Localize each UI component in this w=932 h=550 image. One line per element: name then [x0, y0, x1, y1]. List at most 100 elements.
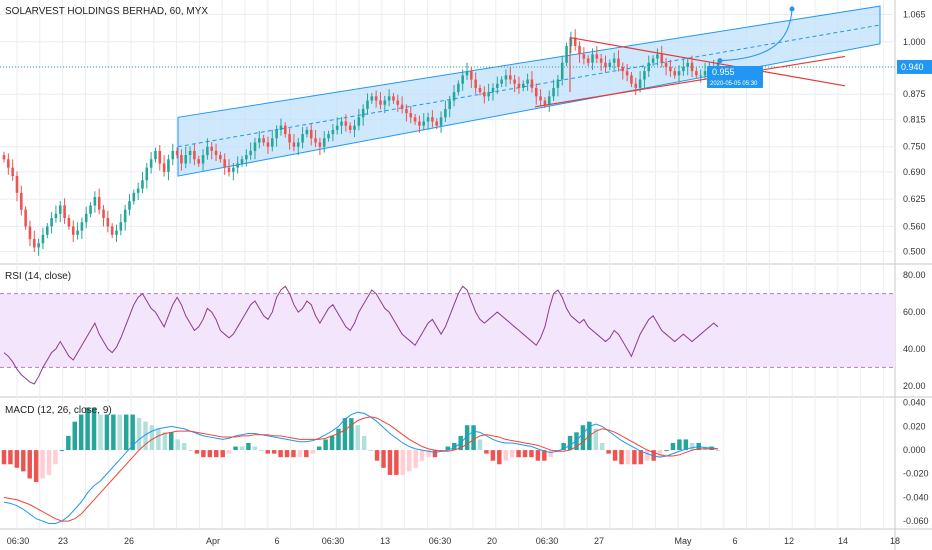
- candle: [418, 115, 421, 133]
- macd-histogram-bar: [477, 439, 483, 451]
- candle: [84, 206, 88, 229]
- candle: [132, 189, 136, 205]
- macd-histogram-bar: [342, 418, 348, 451]
- price-tick-label: 0.625: [903, 194, 926, 204]
- candle: [478, 84, 482, 96]
- candle: [292, 134, 296, 152]
- macd-histogram-bar: [226, 450, 232, 454]
- candle-body: [673, 71, 677, 76]
- candle-body: [621, 66, 625, 72]
- candle: [184, 146, 188, 169]
- x-tick-label: 14: [838, 536, 848, 546]
- price-tick-label: 0.750: [903, 142, 926, 152]
- candle-body: [37, 243, 40, 248]
- candle: [301, 126, 304, 149]
- candle-body: [703, 71, 707, 76]
- macd-histogram-bar: [1, 450, 7, 465]
- candle-body: [383, 100, 387, 105]
- candle-body: [232, 167, 235, 172]
- macd-histogram-bar: [78, 414, 84, 451]
- candle: [76, 222, 79, 240]
- candle-body: [110, 226, 114, 235]
- candle: [348, 122, 352, 134]
- macd-histogram-bar: [580, 425, 586, 451]
- macd-histogram-bar: [284, 450, 290, 458]
- candle-body: [439, 117, 443, 126]
- candle: [28, 220, 32, 247]
- candle: [236, 156, 239, 174]
- macd-histogram-bar: [445, 446, 451, 451]
- resistance-trendline: [569, 36, 846, 87]
- y-axes: 1.065 1.000 0.940 0.875 0.815 0.750 0.690 0.625…: [897, 9, 932, 526]
- macd-histogram-bar: [220, 450, 225, 458]
- candle: [227, 159, 231, 177]
- candle-body: [509, 75, 512, 80]
- macd-histogram-bar: [156, 428, 161, 451]
- macd-histogram-bar: [651, 450, 656, 461]
- candle: [128, 194, 131, 216]
- candle-body: [366, 100, 369, 109]
- candle-body: [97, 197, 101, 210]
- macd-histogram-bar: [542, 450, 547, 461]
- candle-body: [487, 92, 490, 97]
- macd-histogram-bar: [291, 450, 296, 458]
- macd-histogram-bar: [98, 414, 103, 451]
- x-tick-label: 06:30: [322, 536, 345, 546]
- candle: [11, 159, 14, 181]
- macd-histogram-bar: [297, 450, 303, 458]
- macd-histogram-bar: [304, 450, 309, 458]
- candle-body: [504, 75, 508, 80]
- macd-histogram-bar: [407, 450, 412, 472]
- candle: [93, 191, 97, 213]
- candle-body: [296, 142, 300, 147]
- candle: [509, 66, 512, 85]
- rsi-tick-label: 40.00: [903, 344, 926, 354]
- candle: [58, 200, 62, 223]
- macd-histogram-bar: [490, 450, 496, 461]
- candle: [318, 137, 322, 156]
- candle: [552, 79, 555, 101]
- macd-histogram-bar: [201, 450, 206, 458]
- macd-histogram-bar: [426, 450, 431, 458]
- candle-body: [647, 62, 651, 72]
- candle: [193, 143, 196, 166]
- candle: [686, 58, 689, 76]
- macd-histogram-bar: [169, 432, 174, 451]
- candle-body: [7, 159, 10, 168]
- candle-body: [361, 108, 365, 118]
- candle-body: [586, 58, 590, 63]
- macd-histogram-bar: [336, 428, 341, 451]
- macd-histogram-bar: [143, 421, 148, 451]
- candle-body: [348, 125, 352, 130]
- x-tick-label: 06:30: [536, 536, 559, 546]
- macd-histogram-bar: [548, 450, 553, 458]
- price-tick-label: 0.690: [903, 167, 926, 177]
- candle-body: [638, 79, 642, 88]
- candle-body: [123, 209, 127, 223]
- candle: [647, 55, 651, 78]
- candle-body: [448, 100, 451, 109]
- candle: [214, 143, 218, 161]
- candle: [154, 147, 157, 163]
- candle-body: [422, 121, 426, 126]
- candle: [491, 83, 495, 101]
- candle: [591, 48, 594, 70]
- candle-body: [344, 121, 348, 126]
- candle: [630, 71, 633, 88]
- macd-histogram-bar: [181, 442, 187, 451]
- macd-histogram-bar: [40, 450, 45, 479]
- candle-body: [565, 45, 568, 63]
- x-tick-label: 12: [784, 536, 794, 546]
- candle: [361, 104, 365, 126]
- candle-body: [478, 87, 482, 93]
- candle-body: [526, 79, 529, 84]
- candle-body: [33, 239, 36, 248]
- macd-histogram-bar: [72, 421, 77, 451]
- candle: [262, 134, 265, 146]
- macd-histogram-bar: [439, 450, 444, 452]
- candle: [275, 125, 278, 147]
- candle: [560, 55, 564, 86]
- macd-histogram-bar: [554, 450, 560, 452]
- candle-body: [41, 234, 45, 244]
- candle: [305, 126, 309, 138]
